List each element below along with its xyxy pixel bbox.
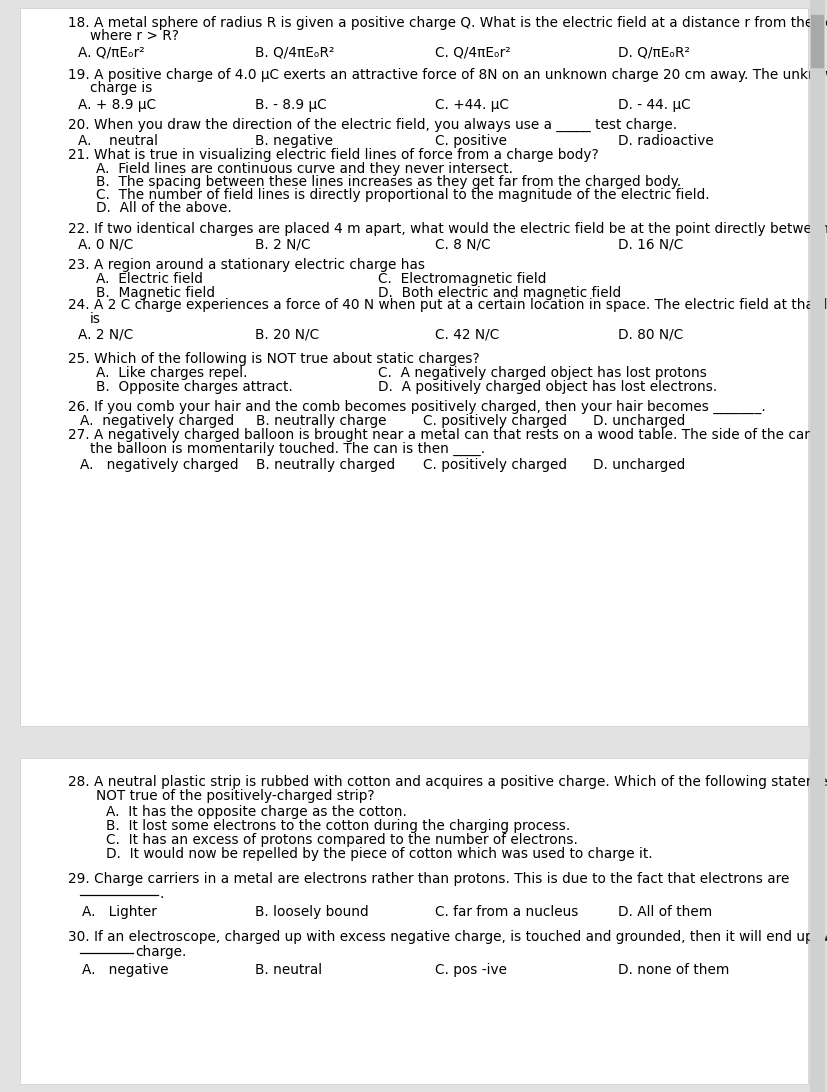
Text: D. 80 N/C: D. 80 N/C xyxy=(617,328,682,342)
Text: 30. If an electroscope, charged up with excess negative charge, is touched and g: 30. If an electroscope, charged up with … xyxy=(68,930,827,943)
Text: NOT true of the positively-charged strip?: NOT true of the positively-charged strip… xyxy=(96,790,374,803)
Text: C.  Electromagnetic field: C. Electromagnetic field xyxy=(378,272,546,286)
Text: D. uncharged: D. uncharged xyxy=(592,414,685,428)
Text: B. negative: B. negative xyxy=(255,134,332,149)
Text: D. Q/πEₒR²: D. Q/πEₒR² xyxy=(617,46,689,60)
Text: A.  Field lines are continuous curve and they never intersect.: A. Field lines are continuous curve and … xyxy=(96,162,513,176)
Text: 24. A 2 C charge experiences a force of 40 N when put at a certain location in s: 24. A 2 C charge experiences a force of … xyxy=(68,298,827,312)
Text: C. positive: C. positive xyxy=(434,134,506,149)
Text: .: . xyxy=(160,887,165,901)
Text: 19. A positive charge of 4.0 µC exerts an attractive force of 8N on an unknown c: 19. A positive charge of 4.0 µC exerts a… xyxy=(68,68,827,82)
Text: A. Q/πEₒr²: A. Q/πEₒr² xyxy=(78,46,145,60)
Text: 27. A negatively charged balloon is brought near a metal can that rests on a woo: 27. A negatively charged balloon is brou… xyxy=(68,428,827,442)
Text: A.    neutral: A. neutral xyxy=(78,134,158,149)
Text: B.  It lost some electrons to the cotton during the charging process.: B. It lost some electrons to the cotton … xyxy=(106,819,570,833)
Text: B.  The spacing between these lines increases as they get far from the charged b: B. The spacing between these lines incre… xyxy=(96,175,681,189)
Text: is: is xyxy=(90,312,101,327)
Text: C. Q/4πEₒr²: C. Q/4πEₒr² xyxy=(434,46,510,60)
Text: 23. A region around a stationary electric charge has: 23. A region around a stationary electri… xyxy=(68,258,424,272)
Text: charge.: charge. xyxy=(135,945,186,959)
Text: B.  Magnetic field: B. Magnetic field xyxy=(96,286,215,300)
Text: B. 20 N/C: B. 20 N/C xyxy=(255,328,318,342)
Text: 28. A neutral plastic strip is rubbed with cotton and acquires a positive charge: 28. A neutral plastic strip is rubbed wi… xyxy=(68,775,827,790)
Text: B. neutrally charged: B. neutrally charged xyxy=(256,458,394,472)
Text: charge is: charge is xyxy=(90,81,152,95)
Text: C.  A negatively charged object has lost protons: C. A negatively charged object has lost … xyxy=(378,366,706,380)
Text: A.   negatively charged: A. negatively charged xyxy=(80,458,238,472)
Text: C. far from a nucleus: C. far from a nucleus xyxy=(434,905,578,919)
Text: C.  It has an excess of protons compared to the number of electrons.: C. It has an excess of protons compared … xyxy=(106,833,577,847)
Text: B. loosely bound: B. loosely bound xyxy=(255,905,368,919)
Text: A.  It has the opposite charge as the cotton.: A. It has the opposite charge as the cot… xyxy=(106,805,406,819)
Text: D. none of them: D. none of them xyxy=(617,963,729,977)
Text: C. positively charged: C. positively charged xyxy=(423,458,566,472)
Bar xyxy=(809,0,823,1092)
Text: D.  All of the above.: D. All of the above. xyxy=(96,201,232,215)
Text: 29. Charge carriers in a metal are electrons rather than protons. This is due to: 29. Charge carriers in a metal are elect… xyxy=(68,873,788,886)
Text: B. 2 N/C: B. 2 N/C xyxy=(255,238,310,252)
Text: B. - 8.9 µC: B. - 8.9 µC xyxy=(255,98,326,112)
Text: D. All of them: D. All of them xyxy=(617,905,711,919)
Text: 21. What is true in visualizing electric field lines of force from a charge body: 21. What is true in visualizing electric… xyxy=(68,149,598,162)
Text: 22. If two identical charges are placed 4 m apart, what would the electric field: 22. If two identical charges are placed … xyxy=(68,222,827,236)
Text: 18. A metal sphere of radius R is given a positive charge Q. What is the electri: 18. A metal sphere of radius R is given … xyxy=(68,16,827,29)
Text: C. 8 N/C: C. 8 N/C xyxy=(434,238,490,252)
Text: 26. If you comb your hair and the comb becomes positively charged, then your hai: 26. If you comb your hair and the comb b… xyxy=(68,400,765,414)
Text: A.  Electric field: A. Electric field xyxy=(96,272,203,286)
Text: B. neutrally charge: B. neutrally charge xyxy=(256,414,386,428)
Text: D. - 44. µC: D. - 44. µC xyxy=(617,98,690,112)
Text: D.  A positively charged object has lost electrons.: D. A positively charged object has lost … xyxy=(378,380,716,394)
Text: B.  Opposite charges attract.: B. Opposite charges attract. xyxy=(96,380,293,394)
Text: C. positively charged: C. positively charged xyxy=(423,414,566,428)
Text: A. + 8.9 µC: A. + 8.9 µC xyxy=(78,98,155,112)
Text: C. pos ­ive: C. pos ­ive xyxy=(434,963,506,977)
Bar xyxy=(20,758,807,1084)
Text: D. uncharged: D. uncharged xyxy=(592,458,685,472)
Text: B. neutral: B. neutral xyxy=(255,963,322,977)
Text: where r > R?: where r > R? xyxy=(90,29,179,43)
Text: the balloon is momentarily touched. The can is then ____.: the balloon is momentarily touched. The … xyxy=(90,442,485,456)
Text: A.  Like charges repel.: A. Like charges repel. xyxy=(96,366,247,380)
Text: D. radioactive: D. radioactive xyxy=(617,134,713,149)
Text: C. 42 N/C: C. 42 N/C xyxy=(434,328,499,342)
Text: D.  It would now be repelled by the piece of cotton which was used to charge it.: D. It would now be repelled by the piece… xyxy=(106,847,652,860)
Text: A. 2 N/C: A. 2 N/C xyxy=(78,328,133,342)
Text: 20. When you draw the direction of the electric field, you always use a _____ te: 20. When you draw the direction of the e… xyxy=(68,118,676,132)
Text: C. +44. µC: C. +44. µC xyxy=(434,98,509,112)
Bar xyxy=(810,15,822,67)
Text: A. 0 N/C: A. 0 N/C xyxy=(78,238,133,252)
Text: A.   Lighter: A. Lighter xyxy=(82,905,156,919)
Text: B. Q/4πEₒR²: B. Q/4πEₒR² xyxy=(255,46,334,60)
Text: A.   negative: A. negative xyxy=(82,963,169,977)
Text: A.  negatively charged: A. negatively charged xyxy=(80,414,234,428)
Text: 25. Which of the following is NOT true about static charges?: 25. Which of the following is NOT true a… xyxy=(68,352,479,366)
Text: D.  Both electric and magnetic field: D. Both electric and magnetic field xyxy=(378,286,620,300)
Text: C.  The number of field lines is directly proportional to the magnitude of the e: C. The number of field lines is directly… xyxy=(96,188,709,202)
Bar xyxy=(20,8,807,726)
Text: D. 16 N/C: D. 16 N/C xyxy=(617,238,682,252)
